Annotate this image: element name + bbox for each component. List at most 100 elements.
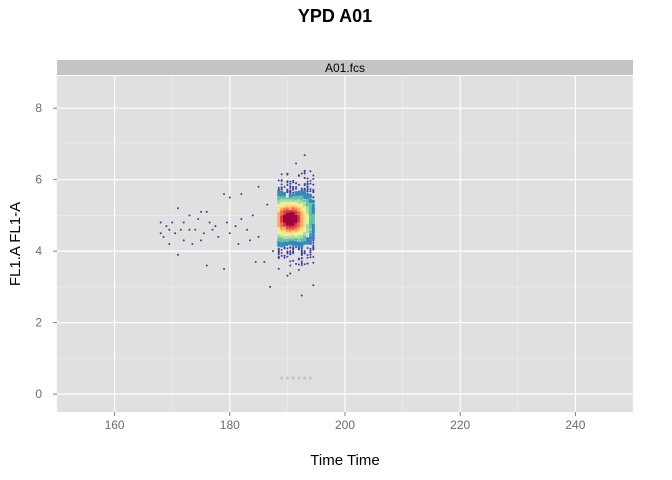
dense-point — [306, 185, 309, 188]
dense-point — [312, 284, 315, 287]
data-point — [182, 221, 185, 224]
dense-point — [303, 154, 306, 157]
dense-point — [283, 246, 286, 249]
y-tick-label: 2 — [35, 316, 42, 330]
dense-point — [291, 239, 295, 243]
dense-point — [311, 235, 315, 239]
data-point — [194, 228, 197, 231]
y-tick-label: 6 — [35, 173, 42, 187]
dense-point — [292, 246, 295, 249]
data-point — [217, 235, 220, 238]
data-point — [162, 235, 165, 238]
dense-point — [297, 241, 301, 245]
dense-point — [283, 243, 287, 247]
dense-point — [306, 190, 309, 193]
dense-point — [306, 256, 309, 259]
dense-point — [288, 240, 292, 244]
data-point — [205, 264, 208, 267]
dense-point — [312, 196, 315, 199]
dense-point — [312, 244, 315, 247]
dense-point — [300, 201, 304, 205]
dense-point — [297, 257, 300, 260]
low-point — [297, 376, 301, 380]
dense-point — [312, 241, 315, 244]
dense-point — [297, 263, 300, 266]
dense-point — [306, 217, 310, 221]
dense-point — [306, 177, 309, 180]
dense-point — [277, 255, 280, 258]
dense-point — [300, 260, 303, 263]
dense-point — [289, 260, 292, 263]
dense-point — [292, 250, 295, 253]
data-point — [257, 235, 260, 238]
data-point — [165, 225, 168, 228]
dense-point — [277, 267, 280, 270]
x-tick-label: 160 — [105, 418, 125, 432]
data-point — [223, 192, 226, 195]
dense-point — [297, 247, 300, 250]
data-point — [174, 232, 177, 235]
dense-point — [295, 182, 298, 185]
dense-point — [283, 230, 287, 234]
dense-point — [292, 186, 295, 189]
dense-point — [289, 272, 292, 275]
dense-point — [303, 217, 307, 221]
dense-point — [308, 217, 312, 221]
data-point — [159, 221, 162, 224]
dense-point — [306, 246, 309, 249]
dense-point — [280, 251, 283, 254]
data-point — [225, 221, 228, 224]
dense-point — [306, 183, 309, 186]
dense-point — [300, 172, 303, 175]
data-point — [234, 225, 237, 228]
data-point — [191, 243, 194, 245]
dense-point — [285, 238, 289, 242]
dense-point — [297, 268, 300, 271]
y-tick-label: 4 — [35, 244, 42, 258]
dense-point — [283, 256, 286, 259]
dense-point — [311, 203, 315, 207]
x-axis-title: Time Time — [310, 452, 379, 469]
data-point — [200, 239, 202, 242]
dense-point — [277, 217, 281, 221]
dense-point — [300, 294, 303, 297]
data-point — [240, 217, 243, 220]
dense-point — [289, 185, 292, 188]
data-point — [228, 232, 231, 235]
dense-point — [312, 261, 315, 264]
dense-point — [280, 217, 284, 221]
dense-point — [277, 253, 280, 256]
dense-point — [309, 188, 312, 191]
data-point — [205, 210, 208, 213]
data-point — [171, 221, 174, 224]
y-tick-label: 8 — [35, 101, 42, 115]
dense-point — [309, 249, 312, 252]
dense-point — [280, 183, 283, 186]
dense-point — [280, 249, 283, 252]
dense-point — [291, 217, 295, 221]
dense-point — [303, 195, 307, 199]
dense-point — [286, 181, 289, 184]
dense-point — [294, 240, 298, 244]
dense-point — [306, 221, 310, 225]
dense-point — [303, 170, 306, 173]
dense-point — [309, 256, 312, 259]
x-tick-label: 180 — [220, 418, 240, 432]
low-point — [291, 376, 295, 380]
dense-point — [280, 188, 283, 191]
dense-point — [306, 254, 309, 257]
low-value-points — [280, 376, 312, 380]
dense-point — [295, 187, 298, 190]
dense-point — [286, 274, 289, 277]
dense-point — [311, 217, 315, 221]
panel-strip — [57, 60, 633, 75]
dense-point — [312, 191, 315, 194]
sparse-points — [159, 185, 274, 288]
y-axis-title: FL1.A FL1-A — [7, 202, 24, 286]
dense-point — [309, 253, 312, 256]
dense-point — [292, 259, 295, 262]
data-point — [251, 214, 254, 217]
dense-point — [295, 262, 298, 265]
dense-point — [289, 251, 292, 254]
